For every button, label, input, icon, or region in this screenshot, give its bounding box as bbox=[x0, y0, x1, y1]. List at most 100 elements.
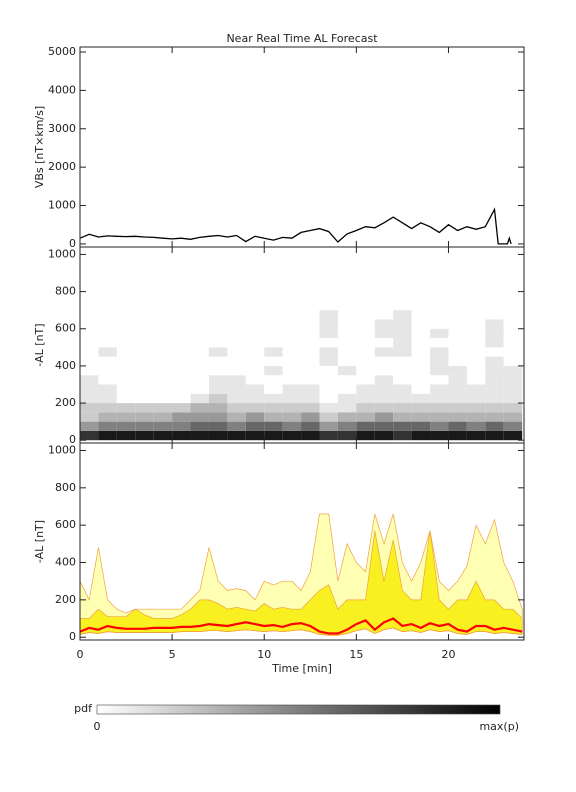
heatmap-cell bbox=[374, 365, 394, 376]
heatmap-cell bbox=[208, 375, 228, 385]
heatmap-cell bbox=[466, 375, 486, 385]
heatmap-cell bbox=[411, 310, 431, 320]
heatmap-cell bbox=[245, 365, 265, 376]
heatmap-cell bbox=[411, 393, 431, 404]
heatmap-cell bbox=[503, 310, 523, 320]
heatmap-cell bbox=[264, 319, 283, 329]
heatmap-cell bbox=[503, 328, 523, 339]
heatmap-cell bbox=[337, 403, 357, 413]
heatmap-cell bbox=[264, 393, 283, 404]
heatmap-cell bbox=[430, 393, 449, 404]
heatmap-cell bbox=[190, 393, 209, 404]
heatmap-cell bbox=[374, 403, 394, 413]
heatmap-cell bbox=[227, 412, 246, 422]
heatmap-cell bbox=[466, 319, 486, 329]
heatmap-cell bbox=[80, 365, 99, 376]
heatmap-cell bbox=[411, 365, 431, 376]
y-tick-label: 3000 bbox=[48, 122, 76, 135]
heatmap-cell bbox=[356, 430, 375, 441]
band-line bbox=[79, 617, 523, 635]
heatmap-cell bbox=[282, 430, 302, 441]
heatmap-cell bbox=[208, 412, 228, 422]
heatmap-cell bbox=[301, 338, 320, 348]
heatmap-cell bbox=[301, 403, 320, 413]
heatmap-cell bbox=[80, 338, 99, 348]
heatmap-cell bbox=[135, 328, 154, 339]
heatmap-cell bbox=[430, 356, 449, 366]
heatmap-cell bbox=[337, 393, 357, 404]
heatmap-cell bbox=[264, 310, 283, 320]
heatmap-cell bbox=[153, 347, 173, 357]
heatmap-cell bbox=[98, 430, 117, 441]
heatmap-cell bbox=[135, 356, 154, 366]
heatmap-cell bbox=[245, 347, 265, 357]
heatmap-cell bbox=[337, 430, 357, 441]
heatmap-cell bbox=[264, 412, 283, 422]
heatmap-cell bbox=[98, 412, 117, 422]
heatmap-cell bbox=[227, 356, 246, 366]
heatmap-cell bbox=[466, 356, 486, 366]
heatmap-cell bbox=[374, 338, 394, 348]
heatmap-cell bbox=[172, 365, 191, 376]
heatmap-cell bbox=[153, 319, 173, 329]
heatmap-cell bbox=[503, 412, 523, 422]
heatmap-cell bbox=[227, 384, 246, 394]
y-tick-label: 600 bbox=[55, 518, 76, 531]
heatmap-cell bbox=[301, 328, 320, 339]
heatmap-cell bbox=[153, 430, 173, 441]
heatmap-cell bbox=[301, 347, 320, 357]
heatmap-cell bbox=[190, 319, 209, 329]
heatmap-cell bbox=[503, 338, 523, 348]
heatmap-cell bbox=[190, 328, 209, 339]
heatmap-cell bbox=[430, 338, 449, 348]
y-tick-label: 1000 bbox=[48, 443, 76, 456]
heatmap-cell bbox=[135, 375, 154, 385]
heatmap-cell bbox=[356, 393, 375, 404]
y-tick-label: 400 bbox=[55, 359, 76, 372]
heatmap-cell bbox=[393, 338, 412, 348]
heatmap-cell bbox=[430, 319, 449, 329]
heatmap-cell bbox=[282, 328, 302, 339]
colorbar-label: pdf bbox=[74, 702, 93, 715]
heatmap-cell bbox=[282, 319, 302, 329]
heatmap-cell bbox=[245, 393, 265, 404]
heatmap-cell bbox=[374, 310, 394, 320]
heatmap-cell bbox=[172, 412, 191, 422]
heatmap-cell bbox=[80, 430, 99, 441]
colorbar-max: max(p) bbox=[479, 720, 519, 733]
heatmap-cell bbox=[172, 430, 191, 441]
y-axis-label: -AL [nT] bbox=[33, 520, 46, 563]
x-tick-label: 0 bbox=[77, 648, 84, 661]
heatmap-cell bbox=[485, 328, 504, 339]
heatmap-cell bbox=[172, 393, 191, 404]
x-tick-label: 5 bbox=[169, 648, 176, 661]
heatmap-cell bbox=[172, 319, 191, 329]
heatmap-cell bbox=[80, 412, 99, 422]
heatmap-cell bbox=[301, 421, 320, 431]
heatmap-cell bbox=[411, 430, 431, 441]
heatmap-cell bbox=[172, 384, 191, 394]
heatmap-cell bbox=[190, 347, 209, 357]
heatmap-cell bbox=[116, 375, 136, 385]
heatmap-cell bbox=[337, 347, 357, 357]
heatmap-cell bbox=[135, 393, 154, 404]
heatmap-cell bbox=[264, 421, 283, 431]
heatmap-cell bbox=[466, 365, 486, 376]
heatmap-cell bbox=[282, 412, 302, 422]
heatmap-cell bbox=[485, 384, 504, 394]
plot-frame bbox=[79, 442, 525, 641]
heatmap-cell bbox=[245, 430, 265, 441]
heatmap-cell bbox=[153, 356, 173, 366]
heatmap-cell bbox=[208, 365, 228, 376]
heatmap-cell bbox=[282, 365, 302, 376]
heatmap-cell bbox=[80, 421, 99, 431]
heatmap-cell bbox=[282, 375, 302, 385]
heatmap-cell bbox=[98, 328, 117, 339]
heatmap-cell bbox=[337, 421, 357, 431]
heatmap-cell bbox=[98, 319, 117, 329]
heatmap-cell bbox=[264, 338, 283, 348]
heatmap-cell bbox=[80, 393, 99, 404]
heatmap-cell bbox=[245, 384, 265, 394]
heatmap-cell bbox=[466, 421, 486, 431]
